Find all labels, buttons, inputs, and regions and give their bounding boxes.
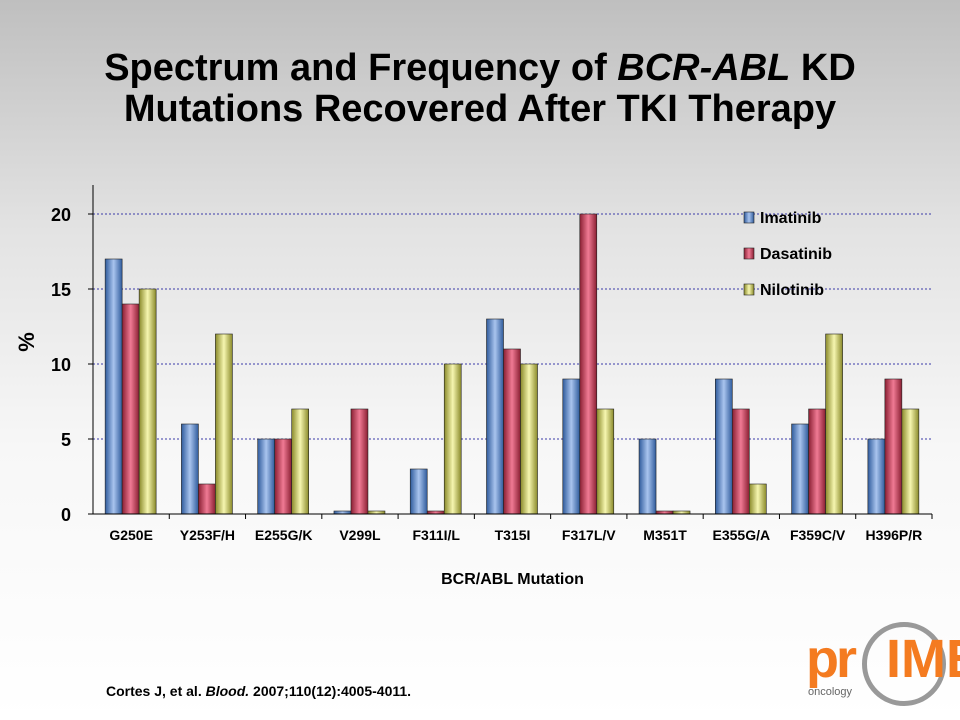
legend-swatch bbox=[743, 283, 755, 296]
bar bbox=[198, 483, 216, 515]
bar bbox=[520, 363, 538, 515]
bar bbox=[104, 258, 123, 515]
x-tick-label: Y253F/H bbox=[180, 527, 235, 543]
bar bbox=[443, 363, 462, 515]
bar bbox=[181, 423, 199, 515]
citation-journal: Blood. bbox=[205, 683, 250, 699]
bar bbox=[901, 408, 920, 515]
y-tick-label: 15 bbox=[51, 280, 71, 300]
prime-oncology-logo: pr IME oncology bbox=[804, 620, 960, 720]
logo-ime: IME bbox=[886, 629, 960, 689]
legend-label: Dasatinib bbox=[760, 246, 832, 263]
slide-title: Spectrum and Frequency of BCR-ABL KD Mut… bbox=[0, 48, 960, 130]
bar bbox=[579, 213, 598, 515]
bar bbox=[486, 318, 504, 515]
title-text-2: KD bbox=[790, 47, 856, 89]
bar bbox=[503, 348, 521, 515]
bar bbox=[138, 288, 157, 515]
x-tick-label: H396P/R bbox=[865, 527, 922, 543]
title-text-1: Spectrum and Frequency of bbox=[104, 47, 618, 89]
legend-swatch bbox=[743, 247, 755, 260]
bar bbox=[562, 378, 581, 515]
x-tick-label: M351T bbox=[643, 527, 687, 543]
bar bbox=[596, 408, 615, 515]
bar bbox=[808, 408, 826, 515]
bar bbox=[638, 438, 657, 515]
x-tick-label: F359C/V bbox=[790, 527, 846, 543]
y-tick-label: 0 bbox=[61, 505, 71, 525]
bar bbox=[715, 378, 733, 515]
y-tick-label: 20 bbox=[51, 205, 71, 225]
bar bbox=[825, 333, 843, 515]
x-tick-label: F317L/V bbox=[562, 527, 616, 543]
y-tick-label: 5 bbox=[61, 430, 71, 450]
bar bbox=[867, 438, 886, 515]
title-italic: BCR-ABL bbox=[617, 47, 791, 89]
citation-author: Cortes J, et al. bbox=[106, 683, 206, 699]
x-tick-label: E255G/K bbox=[255, 527, 313, 543]
bar bbox=[350, 408, 369, 515]
bar bbox=[732, 408, 750, 515]
x-tick-label: F311I/L bbox=[412, 527, 460, 543]
x-tick-label: E355G/A bbox=[713, 527, 771, 543]
citation: Cortes J, et al. Blood. 2007;110(12):400… bbox=[106, 683, 411, 699]
x-tick-label: V299L bbox=[339, 527, 381, 543]
x-axis-title: BCR/ABL Mutation bbox=[441, 571, 584, 588]
bar bbox=[884, 378, 903, 515]
legend-swatch bbox=[743, 211, 755, 224]
bar bbox=[215, 333, 233, 515]
title-line-2: Mutations Recovered After TKI Therapy bbox=[123, 88, 837, 130]
logo-oncology: oncology bbox=[808, 686, 853, 698]
legend-label: Imatinib bbox=[760, 210, 822, 227]
bar bbox=[749, 483, 767, 515]
bar bbox=[274, 438, 292, 515]
bar bbox=[121, 303, 140, 515]
logo-ring bbox=[862, 622, 946, 706]
bar bbox=[257, 438, 275, 515]
x-tick-label: T315I bbox=[495, 527, 531, 543]
bar bbox=[791, 423, 809, 515]
y-axis-title: % bbox=[14, 332, 39, 352]
y-tick-label: 10 bbox=[51, 355, 71, 375]
legend-label: Nilotinib bbox=[760, 282, 824, 299]
bar bbox=[291, 408, 309, 515]
citation-rest: 2007;110(12):4005-4011. bbox=[249, 683, 412, 699]
logo-pr: pr bbox=[806, 629, 857, 689]
bar bbox=[409, 468, 428, 515]
x-tick-label: G250E bbox=[109, 527, 153, 543]
